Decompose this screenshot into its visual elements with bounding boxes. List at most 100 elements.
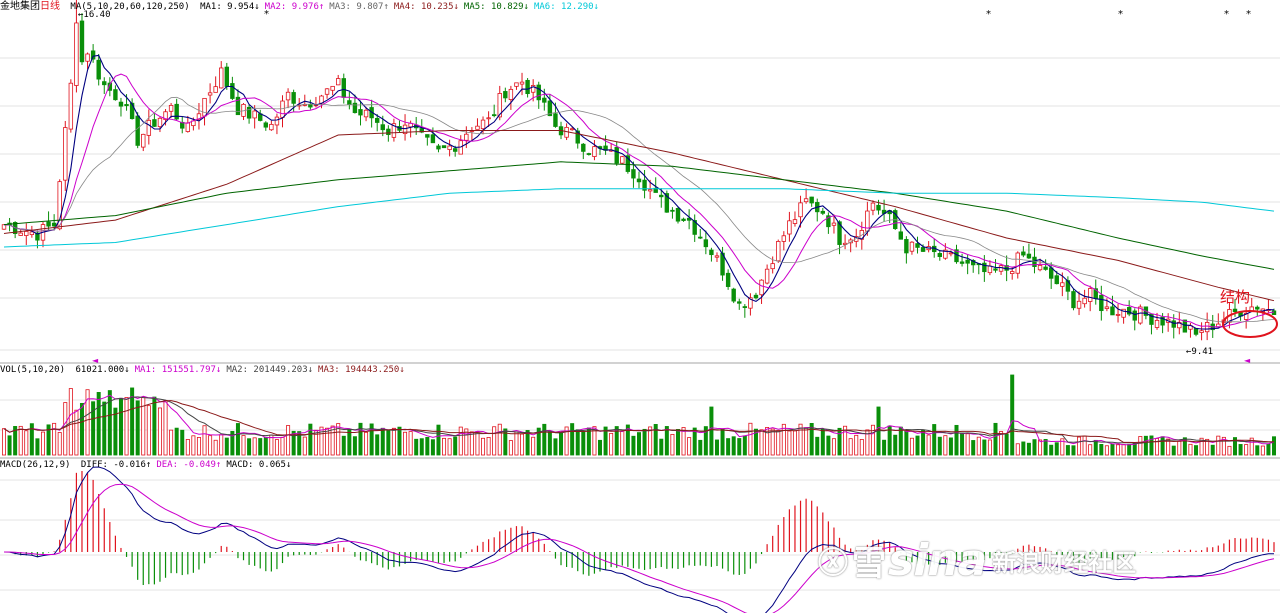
candle-body [943,249,948,259]
volume-bar [971,440,976,456]
volume-bar [425,436,430,456]
candle-body [24,231,29,236]
candle-body [664,193,670,213]
candle-body [1021,251,1026,256]
volume-bar [570,423,575,456]
volume-bar [614,426,619,456]
candle-body [826,215,831,228]
candle-body [263,122,268,128]
volume-bar [859,439,864,456]
candle-body [425,134,430,138]
volume-bar [820,428,825,456]
vol-value-3: MA2: 201449.203↓ [226,365,314,375]
candle-body [625,155,631,172]
candle-body [898,231,903,240]
volume-bar [575,429,580,456]
volume-bar [63,402,68,456]
right-cursor-arrow-icon[interactable]: ◄ [1244,356,1251,365]
candle-body [336,78,341,86]
candle-body [430,134,436,144]
candle-body [692,220,697,235]
volume-bar [85,389,90,456]
candle-body [252,110,257,119]
volume-bar [631,435,636,456]
volume-bar [703,426,708,456]
candle-body [998,265,1004,272]
candle-body [948,252,954,255]
candle-body [971,260,976,266]
candle-body [118,101,124,107]
volume-bar [798,423,803,456]
candle-body [920,247,926,252]
candle-body [224,66,230,87]
candle-body [709,249,714,256]
volume-bar [720,428,725,456]
candle-body [324,88,330,95]
volume-bar [776,430,781,456]
volume-bar [893,434,898,456]
candle-body [1076,300,1082,309]
volume-panel [2,374,1277,456]
candle-body [68,82,74,130]
volume-bar [358,422,363,456]
candle-body [51,222,57,227]
volume-bar [787,430,792,456]
volume-bar [1266,443,1271,456]
volume-bar [436,424,441,456]
volume-bar [1099,444,1104,456]
volume-bar [52,422,57,456]
candle-body [1071,291,1076,309]
candle-body [230,83,235,99]
volume-bar [319,426,324,456]
ma1-line [3,54,1275,330]
candle-body [246,106,252,119]
candle-body [63,127,68,181]
candle-body [380,124,385,131]
candle-body [152,119,157,127]
volume-bar [648,426,653,456]
candle-body [1121,308,1126,318]
volume-bar [208,435,213,456]
volume-bar [475,431,480,456]
volume-bar [870,424,875,456]
volume-bar [514,431,519,456]
volume-bar [297,431,302,456]
candle-body [1043,266,1048,270]
candle-body [285,91,291,101]
left-scroll-arrow-icon[interactable]: ◄ [92,356,99,365]
volume-bar [904,429,909,456]
volume-bar [442,437,447,456]
candle-body [937,253,942,257]
candle-body [1010,271,1015,275]
volume-bar [843,425,848,456]
volume-bar [157,407,162,456]
volume-bar [765,427,770,456]
volume-bar [1104,445,1109,456]
volume-bar [497,423,502,456]
candle-body [79,20,85,63]
high-price-value: 16.40 [83,10,111,20]
volume-bar [536,427,541,456]
candle-body [196,113,202,121]
candle-body [798,202,803,218]
candle-body [1126,307,1132,315]
volume-bar [18,425,23,456]
volume-bar [804,427,809,456]
candle-body [213,86,218,93]
volume-bar [909,437,914,456]
candle-body [803,198,809,203]
volume-bar [926,434,931,456]
volume-bar [252,437,257,456]
candle-body [1015,252,1020,274]
candle-body [174,103,179,120]
candle-body [753,294,759,299]
candle-body [809,196,814,204]
volume-bar [781,423,786,456]
volume-bar [464,428,469,456]
candle-body [731,288,736,302]
high-price-label: ←16.40 [78,10,111,20]
candle-body [375,117,380,123]
volume-bar [960,432,965,456]
volume-bar [1238,444,1243,456]
